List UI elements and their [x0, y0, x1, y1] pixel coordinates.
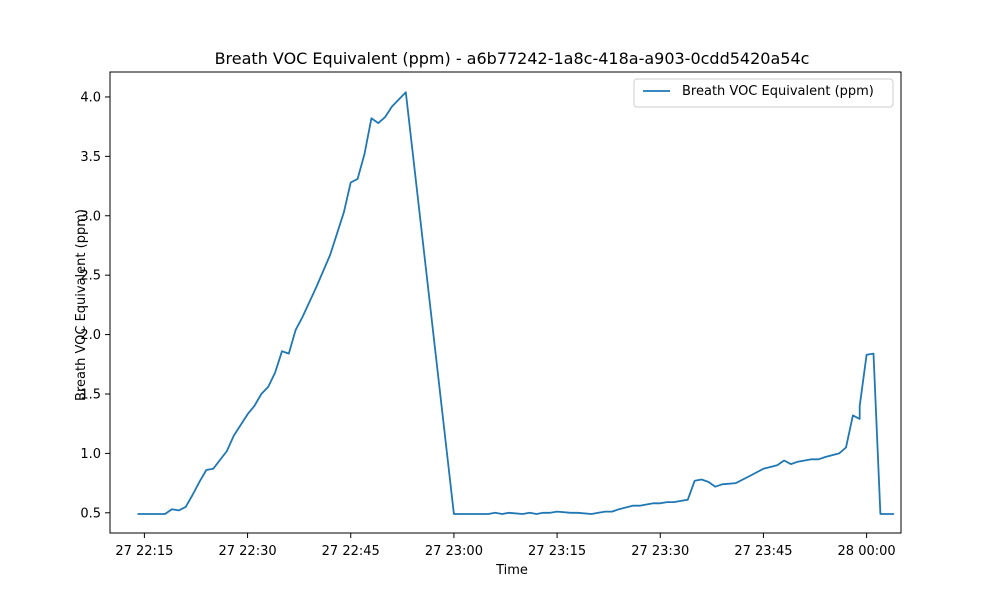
y-tick-label: 0.5 [80, 506, 101, 521]
x-tick-label: 28 00:00 [838, 544, 896, 559]
y-axis-ticks: 0.5 1.0 1.5 2.0 2.5 3.0 3.5 4.0 [80, 90, 110, 521]
y-tick-label: 3.0 [80, 209, 101, 224]
plot-area [110, 72, 901, 533]
y-tick-label: 1.5 [80, 387, 101, 402]
x-tick-label: 27 23:45 [734, 544, 792, 559]
y-tick-label: 4.0 [80, 90, 101, 105]
y-tick-label: 3.5 [80, 150, 101, 165]
y-tick-label: 1.0 [80, 447, 101, 462]
y-axis-label: Breath VOC Equivalent (ppm) [74, 209, 89, 401]
x-axis-ticks: 27 22:15 27 22:30 27 22:45 27 23:00 27 23:15… [115, 533, 896, 559]
y-tick-label: 2.0 [80, 328, 101, 343]
legend-box [633, 78, 894, 108]
series-line [137, 91, 895, 515]
legend-label: Breath VOC Equivalent (ppm) [682, 84, 874, 99]
x-tick-label: 27 22:15 [115, 544, 173, 559]
plot-frame [109, 71, 902, 534]
x-axis-label: Time [495, 563, 528, 578]
chart-title: Breath VOC Equivalent (ppm) - a6b77242-1… [215, 49, 810, 68]
x-tick-label: 27 22:30 [218, 544, 276, 559]
x-tick-label: 27 23:15 [528, 544, 586, 559]
x-tick-label: 27 23:00 [425, 544, 483, 559]
legend: Breath VOC Equivalent (ppm) [633, 78, 894, 108]
x-tick-label: 27 22:45 [322, 544, 380, 559]
x-tick-label: 27 23:30 [631, 544, 689, 559]
y-tick-label: 2.5 [80, 269, 101, 284]
